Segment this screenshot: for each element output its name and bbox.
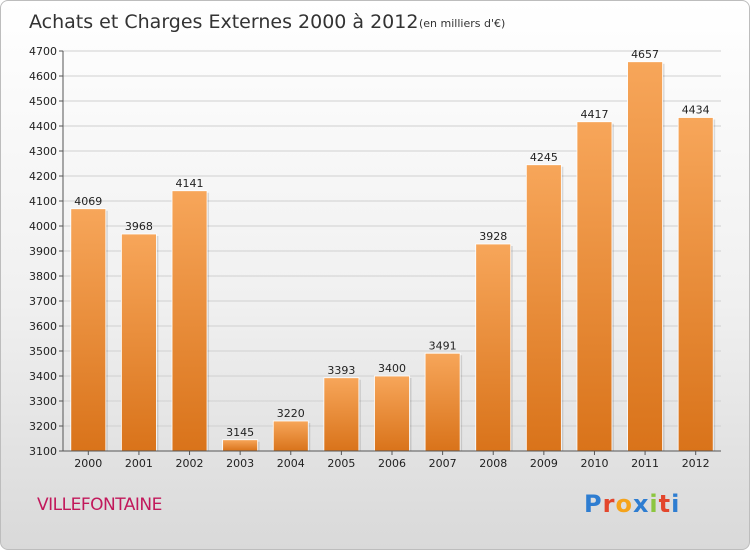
x-tick-label: 2011 <box>631 457 659 470</box>
data-label: 4245 <box>530 151 558 164</box>
y-tick-label: 3500 <box>29 345 57 358</box>
data-label: 3220 <box>277 407 305 420</box>
bar-2001 <box>121 233 157 452</box>
y-tick-label: 4700 <box>29 45 57 58</box>
data-label: 3491 <box>429 339 457 352</box>
x-tick-label: 2002 <box>176 457 204 470</box>
bars: 4069 3968 4141 3145 3220 3393 3400 3491 3928 4245… <box>70 48 716 452</box>
data-label: 3968 <box>125 220 153 233</box>
data-label: 4657 <box>631 48 659 61</box>
brand-letter: t <box>658 490 672 518</box>
bar-2004 <box>272 420 309 452</box>
bar-2008 <box>475 243 512 452</box>
bar-2005 <box>323 377 360 452</box>
location-label: VILLEFONTAINE <box>37 495 162 515</box>
x-tick-label: 2009 <box>530 457 558 470</box>
x-tick-label: 2005 <box>327 457 355 470</box>
y-tick-label: 3700 <box>29 295 57 308</box>
y-tick-label: 4000 <box>29 220 57 233</box>
data-label: 4434 <box>682 104 710 117</box>
data-label: 3928 <box>479 230 507 243</box>
bar-2006 <box>374 375 410 452</box>
x-tick-label: 2012 <box>682 457 710 470</box>
x-tick-label: 2006 <box>378 457 406 470</box>
bar-2002 <box>171 190 208 452</box>
y-tick-label: 3300 <box>29 395 57 408</box>
brand-letter: i <box>671 490 681 518</box>
brand-logo: Proxiti <box>584 490 680 518</box>
brand-letter: r <box>602 490 616 518</box>
x-tick-label: 2008 <box>479 457 507 470</box>
x-tick-label: 2003 <box>226 457 254 470</box>
y-tick-label: 4300 <box>29 145 57 158</box>
data-label: 3145 <box>226 426 254 439</box>
bar-2003 <box>222 439 259 452</box>
bar-2011 <box>627 61 663 452</box>
data-label: 4417 <box>580 108 608 121</box>
brand-letter: o <box>615 490 633 518</box>
y-tick-label: 3900 <box>29 245 57 258</box>
data-label: 4141 <box>176 177 204 190</box>
x-tick-label: 2001 <box>125 457 153 470</box>
brand-letter: P <box>584 490 603 518</box>
bar-2009 <box>525 164 562 452</box>
brand-letter: i <box>649 490 659 518</box>
y-tick-label: 4600 <box>29 70 57 83</box>
data-label: 4069 <box>74 195 102 208</box>
bar-2012 <box>677 117 714 452</box>
y-tick-label: 4200 <box>29 170 57 183</box>
x-tick-label: 2004 <box>277 457 305 470</box>
bar-2007 <box>424 352 461 452</box>
y-tick-label: 3800 <box>29 270 57 283</box>
y-tick-label: 3400 <box>29 370 57 383</box>
y-tick-label: 3100 <box>29 445 57 458</box>
chart-title: Achats et Charges Externes 2000 à 2012 <box>29 11 418 33</box>
y-tick-label: 4500 <box>29 95 57 108</box>
brand-letter: x <box>632 490 650 518</box>
x-tick-label: 2000 <box>74 457 102 470</box>
data-label: 3400 <box>378 362 406 375</box>
x-tick-label: 2007 <box>429 457 457 470</box>
y-tick-label: 3600 <box>29 320 57 333</box>
x-tick-label: 2010 <box>580 457 608 470</box>
y-tick-label: 4400 <box>29 120 57 133</box>
y-tick-label: 4100 <box>29 195 57 208</box>
bar-2010 <box>576 121 613 452</box>
y-tick-label: 3200 <box>29 420 57 433</box>
bar-2000 <box>70 208 107 452</box>
chart-subtitle: (en milliers d'€) <box>419 17 505 30</box>
data-label: 3393 <box>327 364 355 377</box>
axes: 3100 3200 3300 3400 3500 3600 3700 3800 3900 4000… <box>29 45 721 470</box>
